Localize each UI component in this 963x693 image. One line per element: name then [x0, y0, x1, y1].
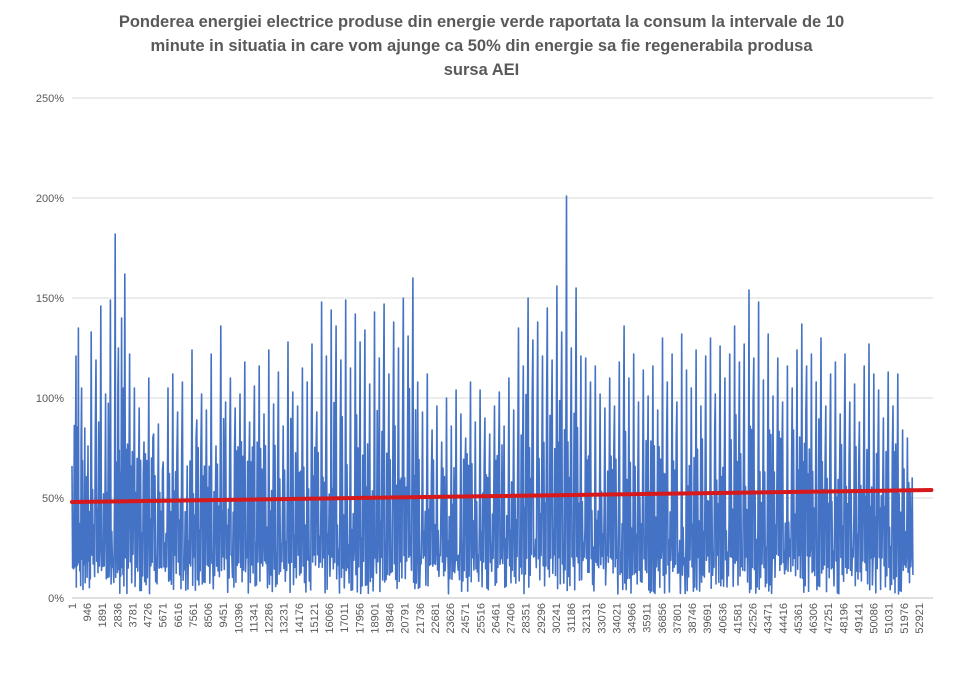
x-tick-label: 48196	[838, 603, 850, 634]
x-tick-label: 34966	[627, 603, 639, 634]
x-tick-label: 9451	[218, 603, 230, 627]
x-tick-label: 42526	[748, 603, 760, 634]
x-tick-label: 31186	[566, 603, 578, 633]
x-tick-label: 18901	[369, 603, 381, 634]
x-tick-label: 30241	[551, 603, 563, 634]
x-tick-label: 11341	[248, 603, 260, 633]
x-tick-label: 35911	[642, 603, 654, 633]
x-tick-label: 38746	[687, 603, 699, 634]
x-tick-label: 21736	[415, 603, 427, 634]
x-tick-label: 36856	[657, 603, 669, 634]
x-tick-label: 27406	[506, 603, 518, 634]
chart-title-line-3: sursa AEI	[443, 61, 520, 79]
x-tick-label: 17011	[339, 603, 351, 633]
trendline-area	[70, 488, 934, 504]
x-tick-label: 39691	[702, 603, 714, 634]
x-tick-label: 19846	[385, 603, 397, 634]
x-tick-label: 47251	[823, 603, 835, 634]
x-tick-label: 52921	[914, 603, 926, 634]
y-tick-label: 200%	[36, 193, 64, 205]
x-tick-label: 46306	[808, 603, 820, 634]
x-tick-label: 33076	[596, 603, 608, 634]
x-tick-label: 51976	[899, 603, 911, 634]
x-tick-label: 20791	[400, 603, 412, 634]
x-tick-label: 2836	[112, 603, 124, 627]
x-tick-label: 1	[67, 603, 79, 609]
y-tick-label: 50%	[42, 493, 64, 505]
x-tick-label: 22681	[430, 603, 442, 634]
x-tick-label: 44416	[778, 603, 790, 634]
series-area	[71, 195, 914, 595]
series-line	[71, 195, 914, 595]
y-tick-label: 250%	[36, 93, 64, 105]
x-tick-label: 49141	[853, 603, 865, 634]
x-tick-label: 34021	[611, 603, 623, 634]
x-tick-label: 50086	[869, 603, 881, 634]
x-tick-label: 37801	[672, 603, 684, 634]
chart-title-line-2: minute in situatia in care vom ajunge ca…	[150, 37, 813, 55]
x-tick-label: 4726	[143, 603, 155, 627]
y-tick-label: 150%	[36, 293, 64, 305]
x-tick-label: 25516	[475, 603, 487, 634]
x-tick-label: 13231	[279, 603, 291, 634]
x-tick-label: 10396	[233, 603, 245, 634]
x-tick-label: 6616	[173, 603, 185, 627]
x-axis-labels: 1 946 1891 2836 3781 4726 5671 6616 7561 8506 9451…	[67, 603, 926, 634]
x-tick-label: 17956	[354, 603, 366, 634]
x-tick-label: 16066	[324, 603, 336, 634]
x-tick-label: 26461	[490, 603, 502, 634]
x-tick-label: 51031	[884, 603, 896, 634]
x-tick-label: 8506	[203, 603, 215, 627]
x-tick-label: 14176	[294, 603, 306, 634]
x-tick-label: 1891	[97, 603, 109, 627]
x-tick-label: 5671	[158, 603, 170, 627]
x-tick-label: 946	[82, 603, 94, 621]
chart-title-line-1: Ponderea energiei electrice produse din …	[118, 13, 845, 31]
x-tick-label: 15121	[309, 603, 321, 634]
y-tick-label: 0%	[48, 593, 64, 605]
x-tick-label: 29296	[536, 603, 548, 634]
x-tick-label: 32131	[581, 603, 593, 634]
x-tick-label: 41581	[732, 603, 744, 634]
x-tick-label: 12286	[264, 603, 276, 634]
trend-line	[70, 488, 934, 504]
x-tick-label: 45361	[793, 603, 805, 634]
y-tick-label: 100%	[36, 393, 64, 405]
y-axis-labels: 0% 50% 100% 150% 200% 250%	[36, 93, 64, 605]
x-tick-label: 7561	[188, 603, 200, 627]
x-tick-label: 24571	[460, 603, 472, 634]
x-tick-label: 40636	[717, 603, 729, 634]
x-tick-label: 28351	[521, 603, 533, 634]
chart-title: Ponderea energiei electrice produse din …	[0, 10, 963, 82]
x-tick-label: 23626	[445, 603, 457, 634]
x-tick-label: 3781	[127, 603, 139, 627]
x-tick-label: 43471	[763, 603, 775, 634]
